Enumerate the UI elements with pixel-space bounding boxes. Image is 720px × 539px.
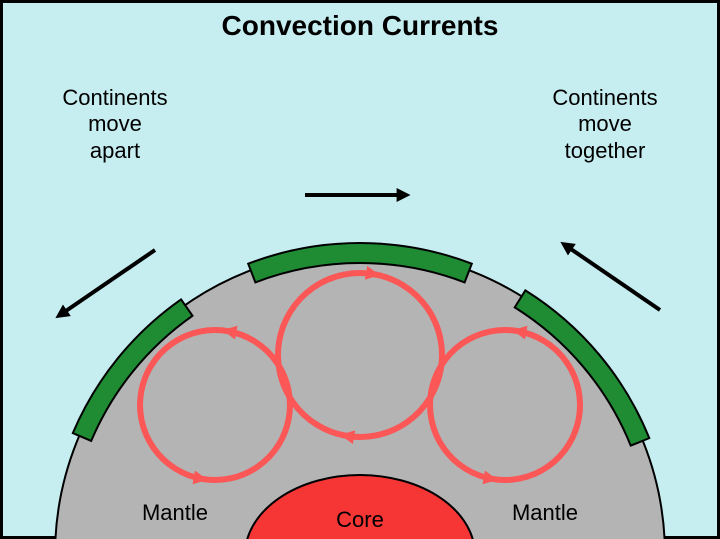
diagram-svg xyxy=(0,0,720,539)
diagram-title: Convection Currents xyxy=(0,10,720,42)
label-3: Core xyxy=(300,507,420,533)
label-1: Continents move together xyxy=(515,85,695,164)
label-2: Mantle xyxy=(115,500,235,526)
diagram-canvas: Convection Currents Continents move apar… xyxy=(0,0,720,539)
label-4: Mantle xyxy=(485,500,605,526)
label-0: Continents move apart xyxy=(25,85,205,164)
